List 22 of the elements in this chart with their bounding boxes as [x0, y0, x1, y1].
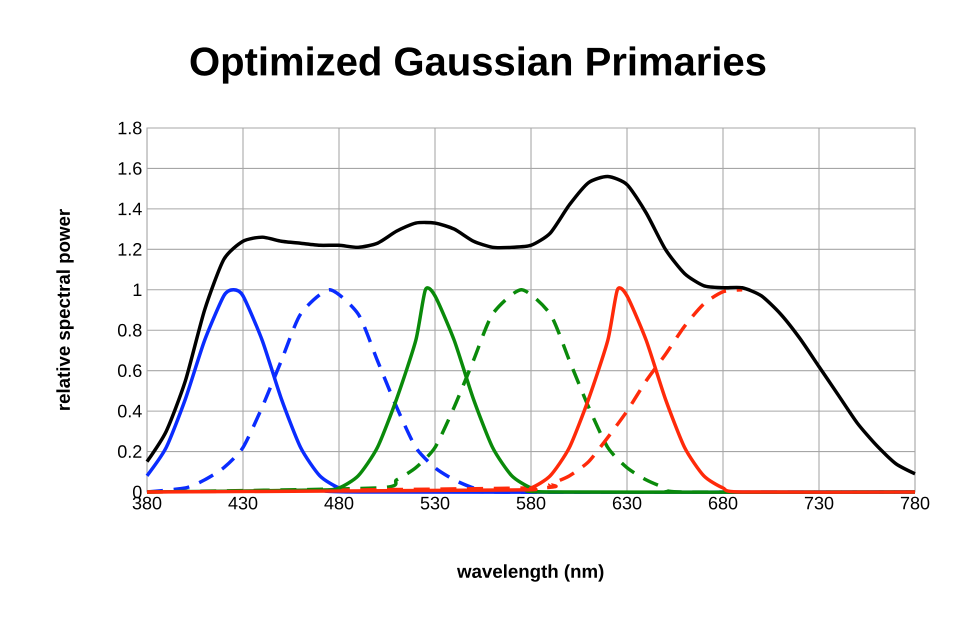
- x-tick-label: 730: [804, 496, 834, 510]
- y-axis-title: relative spectral power: [56, 209, 74, 410]
- line-series: [145, 174, 917, 476]
- y-tick-label: 1: [134, 284, 142, 296]
- y-tick-label: 0.8: [118, 324, 142, 337]
- y-tick-label: 0.4: [118, 404, 142, 418]
- y-tick-label: 1.2: [118, 243, 142, 256]
- x-axis-title: wavelength (nm): [456, 564, 604, 582]
- y-tick-label: 1.4: [118, 202, 142, 216]
- chart-title: Optimized Gaussian Primaries: [190, 46, 766, 84]
- y-tick-label: 0.6: [118, 364, 142, 378]
- y-tick-label: 1.6: [118, 162, 142, 175]
- x-tick-label: 630: [612, 496, 642, 510]
- y-tick-label: 1.8: [118, 122, 142, 134]
- x-tick-label: 430: [228, 496, 258, 510]
- x-tick-label: 480: [324, 496, 354, 510]
- x-tick-label: 580: [516, 496, 546, 510]
- x-tick-label: 380: [132, 496, 162, 510]
- x-tick-label: 680: [708, 496, 738, 510]
- x-tick-label: 530: [420, 496, 450, 510]
- y-tick-label: 0.2: [118, 445, 142, 458]
- x-tick-label: 780: [900, 496, 930, 510]
